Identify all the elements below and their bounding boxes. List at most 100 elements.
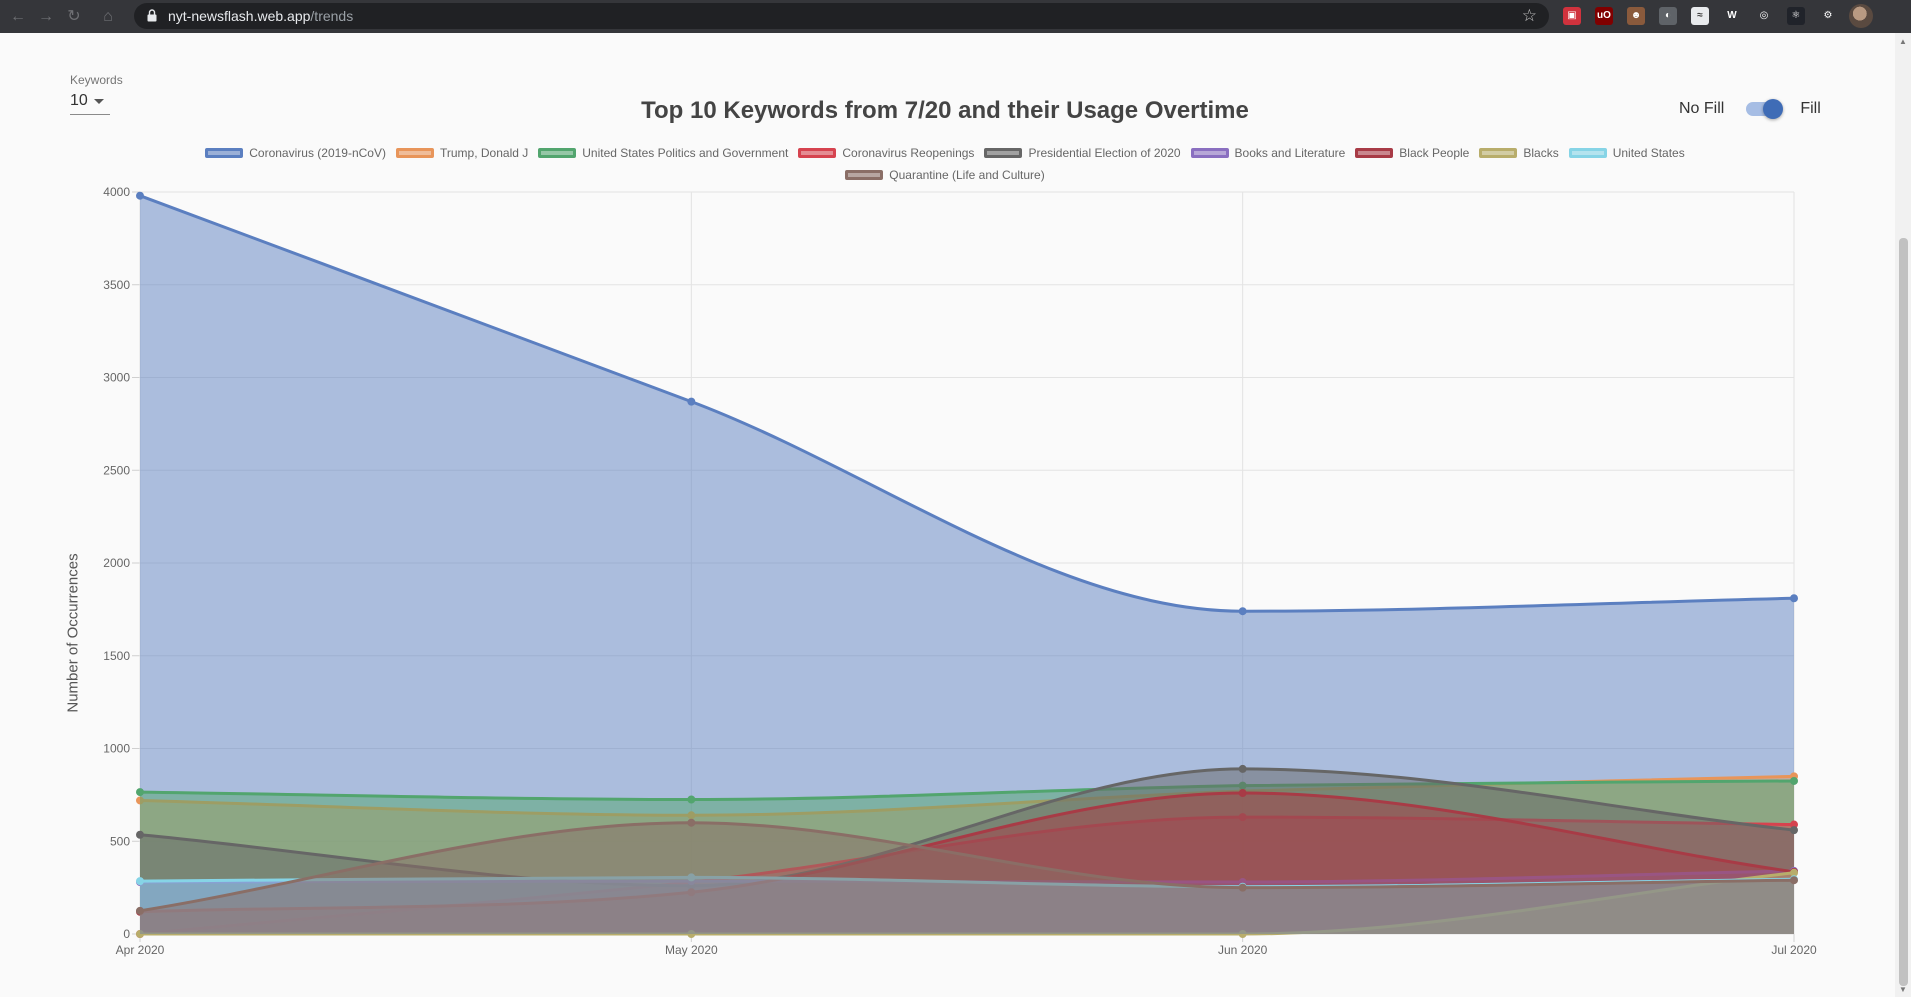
data-point [687, 397, 696, 406]
legend-item[interactable]: United States [1568, 146, 1685, 160]
x-tick-label: May 2020 [665, 943, 718, 957]
data-point [1238, 883, 1247, 892]
data-point [1790, 594, 1798, 603]
legend-item[interactable]: Books and Literature [1190, 146, 1346, 160]
legend-label: United States Politics and Government [582, 146, 789, 160]
data-point [1238, 607, 1247, 616]
scrollbar-thumb[interactable] [1899, 238, 1908, 986]
fill-switch[interactable] [1744, 97, 1784, 121]
legend-item[interactable]: Black People [1355, 146, 1469, 160]
data-point [136, 906, 144, 915]
x-tick-label: Apr 2020 [116, 943, 165, 957]
extension-4-icon[interactable]: ◐ [1659, 7, 1677, 25]
x-tick-label: Jul 2020 [1771, 943, 1817, 957]
react-devtools-icon[interactable]: ⚛ [1787, 7, 1805, 25]
legend-swatch [1190, 148, 1229, 158]
bookmark-star-icon[interactable]: ☆ [1521, 6, 1537, 25]
data-point [1790, 776, 1798, 785]
series-area [140, 195, 1794, 934]
y-tick-label: 500 [110, 834, 130, 848]
legend-item[interactable]: Coronavirus Reopenings [798, 146, 974, 160]
data-point [136, 788, 144, 797]
y-tick-label: 1500 [103, 649, 130, 663]
legend-label: Coronavirus (2019-nCoV) [249, 146, 386, 160]
legend-label: Blacks [1523, 146, 1559, 160]
legend-item[interactable]: Coronavirus (2019-nCoV) [205, 146, 386, 160]
avatar[interactable] [1849, 4, 1873, 28]
legend-label: Presidential Election of 2020 [1028, 146, 1181, 160]
keywords-select[interactable]: 10 [70, 92, 110, 115]
legend-swatch [845, 170, 884, 180]
address-bar[interactable]: nyt-newsflash.web.app/trends ☆ [134, 3, 1549, 29]
data-point [136, 830, 144, 839]
legend-swatch [1568, 148, 1607, 158]
data-point [1238, 764, 1247, 773]
chart-legend: Coronavirus (2019-nCoV) Trump, Donald J Un… [170, 146, 1720, 190]
x-tick-label: Jun 2020 [1218, 943, 1268, 957]
fill-label: Fill [1800, 100, 1821, 117]
extension-1-icon[interactable]: ▣ [1563, 7, 1581, 25]
legend-item[interactable]: Quarantine (Life and Culture) [845, 168, 1045, 182]
legend-swatch [205, 148, 244, 158]
series-line [139, 821, 1795, 913]
y-tick-label: 0 [123, 927, 130, 941]
caret-down-icon [93, 98, 104, 104]
y-tick-label: 1000 [103, 742, 130, 756]
extension-7-icon[interactable]: ◎ [1755, 7, 1773, 25]
reload-icon[interactable]: ↻ [67, 8, 81, 25]
keywords-control: Keywords 10 [70, 73, 123, 115]
legend-label: Coronavirus Reopenings [842, 146, 975, 160]
legend-swatch [798, 148, 837, 158]
series-line [139, 779, 1795, 802]
y-tick-label: 2000 [103, 556, 130, 570]
legend-item[interactable]: Presidential Election of 2020 [984, 146, 1181, 160]
home-icon[interactable]: ⌂ [103, 8, 113, 25]
keywords-label: Keywords [70, 73, 123, 87]
legend-label: United States [1612, 146, 1685, 160]
legend-item[interactable]: Blacks [1479, 146, 1559, 160]
data-point [136, 191, 144, 200]
y-tick-label: 3500 [103, 278, 130, 292]
fill-toggle: No Fill Fill [1679, 97, 1821, 121]
y-tick-label: 3000 [103, 371, 130, 385]
legend-label: Books and Literature [1234, 146, 1346, 160]
legend-item[interactable]: United States Politics and Government [538, 146, 788, 160]
legend-label: Quarantine (Life and Culture) [889, 168, 1045, 182]
data-point [136, 877, 144, 886]
legend-swatch [984, 148, 1023, 158]
ublock-origin-icon[interactable]: uO [1595, 7, 1613, 25]
chart-title: Top 10 Keywords from 7/20 and their Usag… [641, 97, 1249, 124]
data-point [687, 818, 696, 827]
legend-item[interactable]: Trump, Donald J [395, 146, 529, 160]
extension-5-icon[interactable]: ≈ [1691, 7, 1709, 25]
data-point [1790, 826, 1798, 835]
data-point [687, 795, 696, 804]
scroll-down-arrow-icon[interactable]: ▼ [1899, 985, 1907, 994]
series-area [140, 822, 1794, 934]
data-point [1790, 876, 1798, 885]
extension-6-icon[interactable]: W [1723, 7, 1741, 25]
y-tick-label: 4000 [103, 185, 130, 199]
series-line [139, 194, 1795, 613]
legend-label: Trump, Donald J [439, 146, 529, 160]
legend-swatch [1355, 148, 1394, 158]
scroll-up-arrow-icon[interactable]: ▲ [1899, 37, 1907, 46]
url-host: nyt-newsflash.web.app [168, 8, 311, 24]
lock-icon [147, 9, 157, 22]
back-icon[interactable]: ← [10, 8, 26, 25]
data-point [1790, 868, 1798, 877]
data-point [1238, 789, 1247, 798]
forward-icon[interactable]: → [38, 8, 54, 25]
switch-thumb [1763, 99, 1784, 119]
keywords-value: 10 [70, 92, 88, 109]
legend-swatch [538, 148, 577, 158]
extension-9-icon[interactable]: ⚙ [1819, 7, 1837, 25]
url-path: /trends [310, 8, 354, 24]
extension-3-icon[interactable]: ☻ [1627, 7, 1645, 25]
legend-swatch [1479, 148, 1518, 158]
legend-label: Black People [1399, 146, 1470, 160]
y-axis-label: Number of Occurrences [64, 553, 82, 713]
no-fill-label: No Fill [1679, 100, 1725, 117]
y-tick-label: 2500 [103, 463, 130, 477]
